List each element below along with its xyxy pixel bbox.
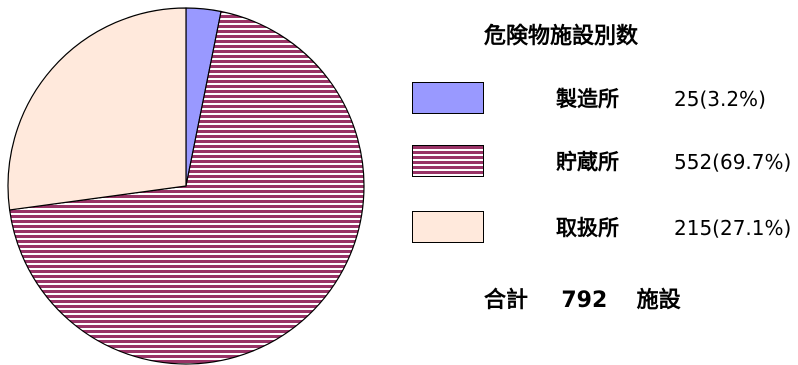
legend-swatch-storage — [412, 145, 484, 177]
legend-label: 貯蔵所 — [556, 150, 619, 174]
legend-title: 危険物施設別数 — [484, 24, 639, 49]
pie-slice-2 — [7, 7, 187, 211]
total-unit: 施設 — [636, 288, 681, 313]
legend-label: 製造所 — [556, 87, 619, 111]
pie-chart — [7, 7, 365, 365]
legend-value: 215(27.1%) — [674, 216, 792, 240]
pie-slice-1 — [8, 10, 365, 365]
legend-swatch-manufacturing — [412, 82, 484, 114]
legend-value: 552(69.7%) — [674, 150, 792, 174]
total-label: 合計 — [484, 288, 529, 313]
total-value: 792 — [561, 288, 608, 313]
legend-value: 25(3.2%) — [674, 87, 766, 111]
legend-swatch-handling — [412, 211, 484, 243]
legend-label: 取扱所 — [556, 216, 619, 240]
total-count: 合計 792 施設 — [484, 282, 681, 314]
